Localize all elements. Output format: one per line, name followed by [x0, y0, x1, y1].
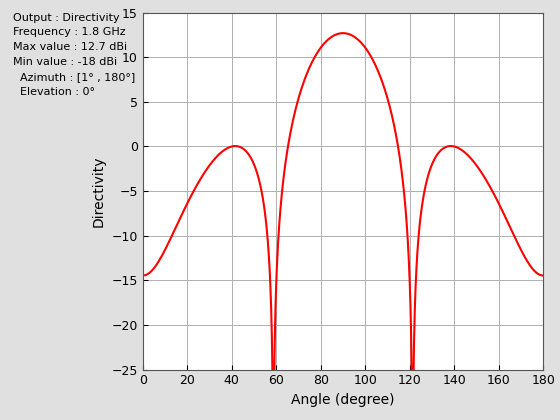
Text: Output : Directivity
  Frequency : 1.8 GHz
  Max value : 12.7 dBi
  Min value : : Output : Directivity Frequency : 1.8 GHz…	[6, 13, 135, 97]
Y-axis label: Directivity: Directivity	[92, 155, 106, 227]
X-axis label: Angle (degree): Angle (degree)	[291, 393, 395, 407]
